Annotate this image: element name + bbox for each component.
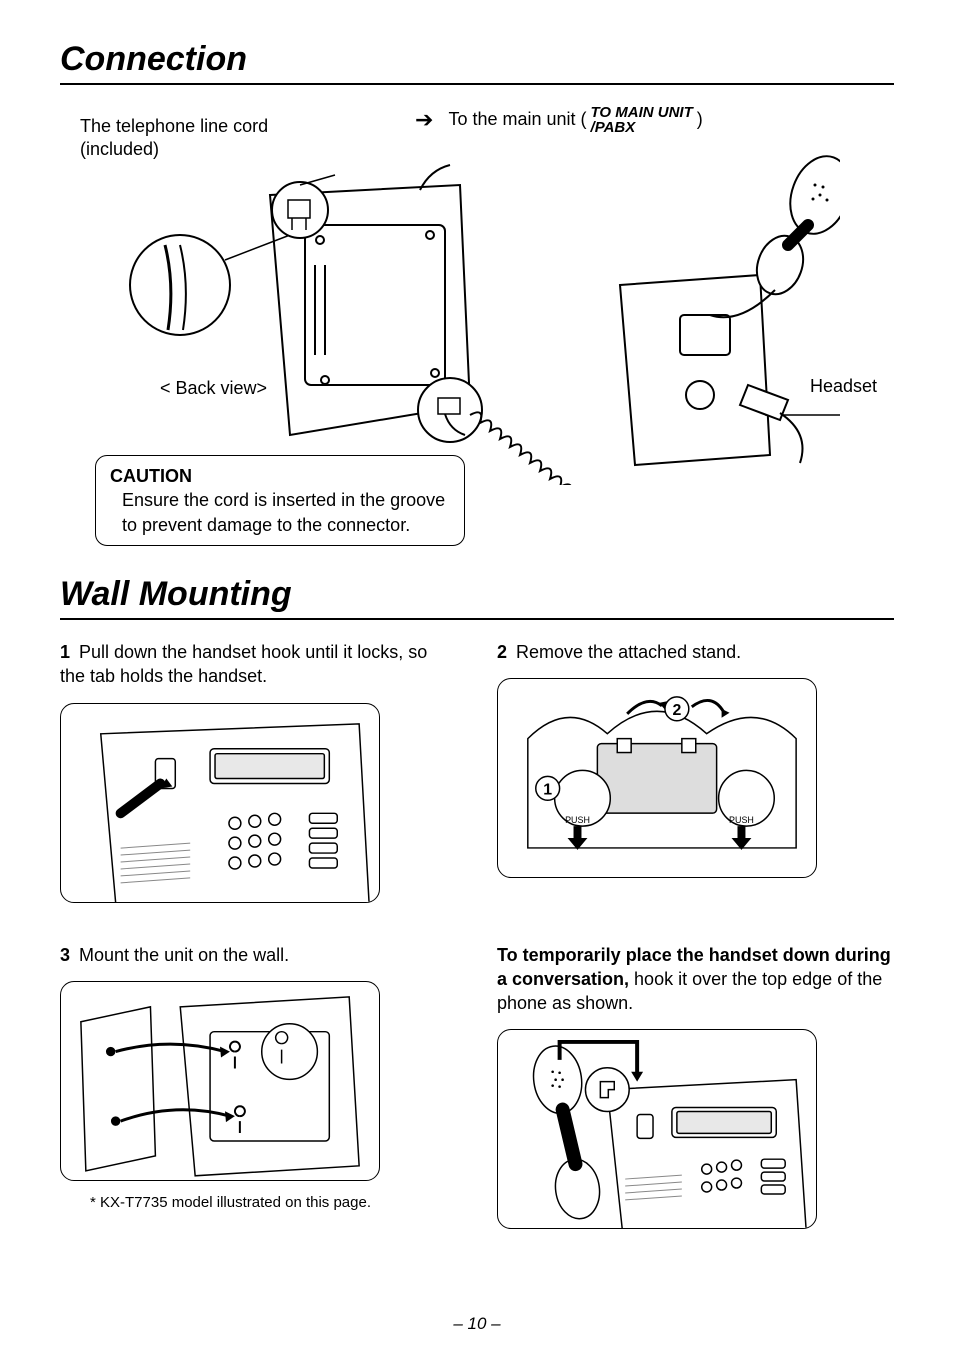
tip-figure [497,1029,817,1229]
page-number: – 10 – [0,1314,954,1334]
model-footnote: * KX-T7735 model illustrated on this pag… [90,1193,457,1213]
main-unit-bold2: /PABX [591,119,636,136]
arrow-right-icon: ➔ [415,106,433,135]
step-3: 3 Mount the unit on the wall. [60,923,457,1230]
step-3-figure [60,981,380,1181]
caution-title: CAUTION [110,466,192,486]
step-2-number: 2 [497,642,507,662]
step-3-text: Mount the unit on the wall. [79,945,289,965]
step-2: 2 Remove the attached stand. [497,640,894,903]
step-1-figure [60,703,380,903]
caution-box: CAUTION Ensure the cord is inserted in t… [95,455,465,546]
main-unit-label: ➔ To the main unit ( TO MAIN UNIT /PABX … [415,105,703,135]
connection-diagram-area: The telephone line cord (included) ➔ To … [60,105,894,545]
handset-tip: To temporarily place the handset down du… [497,923,894,1230]
connection-title: Connection [60,40,894,85]
line-cord-label-line1: The telephone line cord [80,116,268,136]
wall-mounting-title: Wall Mounting [60,575,894,620]
step-2-figure: 1 2 PUSH PUSH [497,678,817,878]
step2-circle-2: 2 [672,702,681,719]
steps-grid: 1 Pull down the handset hook until it lo… [60,640,894,1229]
step-2-text: Remove the attached stand. [516,642,741,662]
step-1-text: Pull down the handset hook until it lock… [60,642,427,686]
step-1-number: 1 [60,642,70,662]
step2-push-left: PUSH [565,815,590,825]
step2-push-right: PUSH [729,815,754,825]
caution-body: Ensure the cord is inserted in the groov… [110,488,450,537]
main-unit-suffix: ) [697,108,703,131]
step2-circle-1: 1 [543,782,552,799]
step-1: 1 Pull down the handset hook until it lo… [60,640,457,903]
main-unit-prefix: To the main unit ( [448,108,586,131]
connection-illustration [120,155,840,485]
step-3-number: 3 [60,945,70,965]
